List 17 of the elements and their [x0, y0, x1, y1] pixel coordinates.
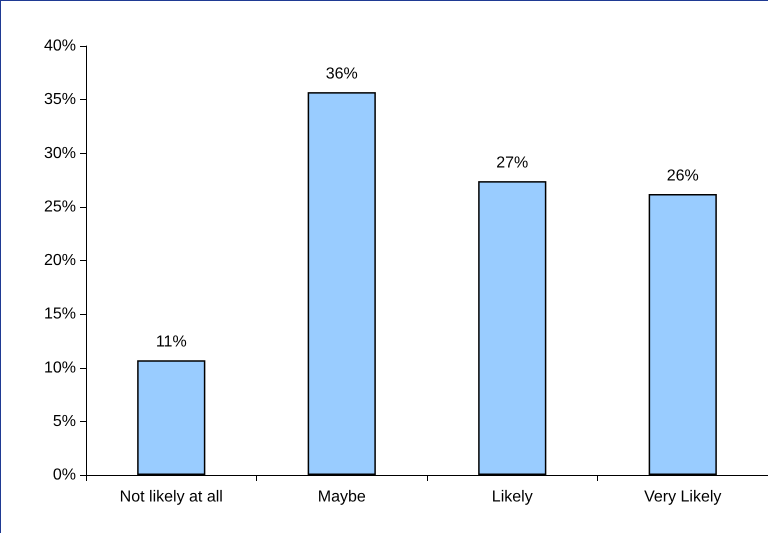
y-tick-label: 10% — [44, 359, 76, 376]
data-label: 27% — [496, 154, 528, 172]
x-tick-label: Maybe — [318, 488, 366, 506]
y-tick-label: 5% — [52, 412, 76, 430]
y-tick-label: 40% — [44, 38, 76, 54]
y-tick-label: 30% — [44, 144, 76, 162]
y-tick-label: 20% — [44, 252, 76, 269]
x-tick-label: Not likely at all — [120, 488, 223, 506]
data-label: 26% — [666, 168, 699, 185]
y-tick-label: 25% — [44, 198, 76, 216]
x-tick-label: Likely — [492, 488, 533, 506]
y-tick-label: 0% — [52, 466, 76, 484]
data-label: 36% — [326, 66, 358, 83]
x-tick-label: Very Likely — [644, 488, 722, 506]
y-tick-label: 15% — [44, 306, 76, 323]
y-tick-label: 35% — [44, 91, 76, 108]
data-label: 11% — [156, 334, 187, 351]
